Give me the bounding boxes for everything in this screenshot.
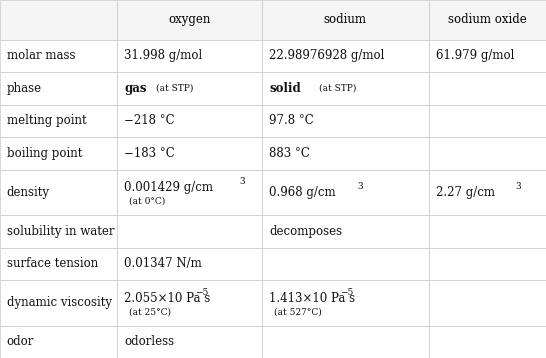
Text: dynamic viscosity: dynamic viscosity [7,296,111,309]
Text: odor: odor [7,335,34,348]
Bar [117,137,262,170]
Text: 883 °C: 883 °C [269,147,310,160]
Bar [429,137,546,170]
Bar [429,72,546,105]
Text: (at 0°C): (at 0°C) [129,197,165,206]
Bar [0,325,117,358]
Bar [117,105,262,137]
Text: (at STP): (at STP) [319,84,357,93]
Text: −183 °C: −183 °C [124,147,175,160]
Bar [0,105,117,137]
Bar [0,40,117,72]
Bar [117,40,262,72]
Bar [0,280,117,325]
Text: 3: 3 [515,182,521,191]
Text: (at 527°C): (at 527°C) [274,308,321,316]
Bar [429,0,546,40]
Text: 31.998 g/mol: 31.998 g/mol [124,49,203,62]
Text: boiling point: boiling point [7,147,82,160]
Bar [262,170,429,215]
Bar [429,280,546,325]
Text: oxygen: oxygen [169,13,211,26]
Text: sodium: sodium [324,13,367,26]
Bar [262,40,429,72]
Text: 0.01347 N/m: 0.01347 N/m [124,257,202,270]
Bar [262,248,429,280]
Bar [262,280,429,325]
Text: −5: −5 [195,288,209,297]
Text: melting point: melting point [7,115,86,127]
Text: 2.27 g/cm: 2.27 g/cm [436,186,495,199]
Text: −5: −5 [340,288,353,297]
Text: odorless: odorless [124,335,175,348]
Text: 61.979 g/mol: 61.979 g/mol [436,49,514,62]
Text: 3: 3 [358,182,363,191]
Text: 97.8 °C: 97.8 °C [269,115,314,127]
Bar [429,170,546,215]
Text: 1.413×10 Pa s: 1.413×10 Pa s [269,292,355,305]
Bar [262,215,429,248]
Text: −218 °C: −218 °C [124,115,175,127]
Bar [429,215,546,248]
Bar [117,0,262,40]
Text: 2.055×10 Pa s: 2.055×10 Pa s [124,292,211,305]
Bar [429,325,546,358]
Text: 3: 3 [239,178,245,187]
Bar [262,0,429,40]
Bar [117,170,262,215]
Bar [117,325,262,358]
Bar [262,137,429,170]
Text: (at 25°C): (at 25°C) [129,308,171,316]
Bar [429,105,546,137]
Bar [0,248,117,280]
Bar [429,248,546,280]
Bar [117,215,262,248]
Text: 0.001429 g/cm: 0.001429 g/cm [124,181,213,194]
Bar [429,40,546,72]
Text: decomposes: decomposes [269,225,342,238]
Bar [0,0,117,40]
Text: 22.98976928 g/mol: 22.98976928 g/mol [269,49,384,62]
Text: 0.968 g/cm: 0.968 g/cm [269,186,336,199]
Bar [117,248,262,280]
Bar [262,105,429,137]
Text: density: density [7,186,50,199]
Text: solid: solid [269,82,301,95]
Text: (at STP): (at STP) [156,84,193,93]
Bar [117,72,262,105]
Bar [0,170,117,215]
Text: surface tension: surface tension [7,257,98,270]
Bar [117,280,262,325]
Bar [262,325,429,358]
Text: gas: gas [124,82,147,95]
Bar [0,72,117,105]
Text: sodium oxide: sodium oxide [448,13,527,26]
Text: phase: phase [7,82,41,95]
Text: molar mass: molar mass [7,49,75,62]
Text: solubility in water: solubility in water [7,225,114,238]
Bar [0,137,117,170]
Bar [262,72,429,105]
Bar [0,215,117,248]
